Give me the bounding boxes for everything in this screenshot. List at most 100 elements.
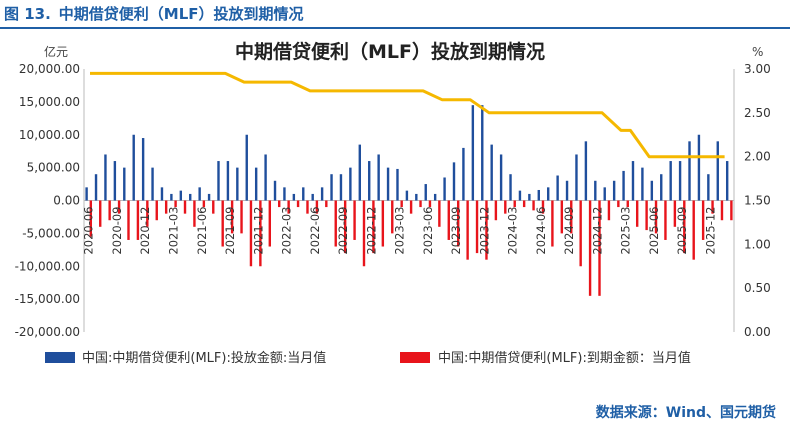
x-tick-label: 2020-09 — [110, 207, 124, 255]
bar-injection — [226, 161, 230, 201]
bar-injection — [518, 190, 522, 201]
bar-maturity — [108, 200, 111, 221]
bar-injection — [113, 161, 117, 201]
x-tick-label: 2024-12 — [590, 207, 604, 255]
bar-maturity — [419, 200, 422, 208]
right-tick-label: 2.50 — [744, 106, 771, 120]
bar-maturity — [579, 200, 582, 267]
bar-maturity — [136, 200, 140, 240]
bar-injection — [433, 193, 437, 201]
bar-injection — [556, 175, 559, 201]
right-tick-label: 1.50 — [744, 194, 771, 208]
bar-injection — [377, 154, 380, 201]
bar-maturity — [334, 200, 337, 247]
bar-maturity — [428, 200, 432, 208]
bar-injection — [207, 193, 211, 201]
bar-injection — [245, 134, 248, 201]
bar-maturity — [626, 200, 629, 208]
bar-injection — [339, 174, 343, 201]
bar-injection — [123, 167, 126, 201]
right-tick-label: 0.50 — [744, 281, 771, 295]
right-tick-label: 2.00 — [744, 150, 771, 164]
x-tick-label: 2024-03 — [506, 207, 520, 255]
legend-label-maturity: 中国:中期借贷便利(MLF):到期金额：当月值 — [438, 350, 691, 366]
x-tick-label: 2021-12 — [251, 207, 265, 255]
x-tick-label: 2025-03 — [619, 207, 633, 255]
bar-injection — [273, 180, 277, 201]
bar-maturity — [296, 200, 300, 208]
bar-maturity — [457, 200, 460, 247]
bar-maturity — [268, 200, 271, 247]
x-tick-label: 2021-06 — [195, 207, 209, 255]
bar-injection — [292, 193, 296, 201]
bar-injection — [151, 167, 154, 201]
bar-maturity — [212, 200, 215, 214]
bar-injection — [179, 190, 183, 201]
bar-injection — [650, 180, 654, 201]
bar-maturity — [494, 200, 498, 221]
bar-maturity — [607, 200, 611, 221]
bar-injection — [660, 174, 663, 201]
figure-heading-text: 中期借贷便利（MLF）投放到期情况 — [58, 5, 304, 23]
bar-maturity — [598, 200, 601, 296]
bar-injection — [603, 187, 606, 201]
bar-injection — [170, 193, 173, 201]
bar-injection — [594, 180, 597, 201]
bar-injection — [236, 167, 239, 201]
bar-injection — [405, 190, 409, 201]
bar-maturity — [278, 200, 281, 208]
right-tick-label: 3.00 — [744, 62, 771, 76]
bar-injection — [368, 161, 371, 201]
x-tick-label: 2023-09 — [449, 207, 463, 255]
bar-maturity — [99, 200, 102, 227]
bar-maturity — [372, 200, 375, 254]
bar-injection — [283, 187, 286, 201]
bar-injection — [311, 193, 314, 201]
bar-injection — [669, 161, 672, 201]
bar-injection — [330, 174, 333, 201]
bar-maturity — [202, 200, 206, 208]
x-tick-label: 2023-06 — [421, 207, 435, 255]
bar-injection — [302, 187, 305, 201]
bar-maturity — [551, 200, 554, 247]
right-axis-unit: % — [752, 45, 763, 59]
bar-maturity — [409, 200, 413, 214]
bar-maturity — [343, 200, 347, 254]
bar-maturity — [438, 200, 441, 227]
bar-injection — [94, 174, 98, 201]
bar-maturity — [230, 200, 234, 234]
bar-maturity — [673, 200, 677, 227]
bar-maturity — [692, 200, 695, 260]
left-tick-label: 20,000.00 — [19, 62, 80, 76]
bar-maturity — [155, 200, 158, 221]
left-tick-label: -15,000.00 — [15, 292, 80, 306]
right-tick-label: 1.00 — [744, 237, 771, 251]
x-tick-label: 2020-12 — [138, 207, 152, 255]
bar-maturity — [560, 200, 564, 234]
bar-maturity — [127, 200, 130, 240]
bar-injection — [85, 187, 88, 201]
bar-injection — [716, 141, 719, 201]
bar-maturity — [400, 200, 403, 208]
heading-rule — [0, 27, 790, 29]
bar-maturity — [720, 200, 724, 221]
bar-injection — [641, 167, 644, 201]
bar-maturity — [730, 200, 733, 221]
bar-maturity — [240, 200, 243, 234]
bar-maturity — [711, 200, 714, 214]
bar-maturity — [325, 200, 328, 208]
bar-maturity — [353, 200, 356, 240]
bar-injection — [490, 144, 493, 201]
bar-injection — [471, 105, 475, 201]
bar-injection — [612, 180, 616, 201]
bar-maturity — [146, 200, 149, 227]
bar-maturity — [617, 200, 620, 208]
x-tick-label: 2020-06 — [82, 207, 96, 255]
x-tick-label: 2022-03 — [280, 207, 294, 255]
x-tick-label: 2021-03 — [166, 207, 180, 255]
bar-injection — [725, 161, 729, 201]
source-note: 数据来源：Wind、国元期货 — [595, 405, 776, 421]
bar-injection — [424, 184, 427, 201]
left-axis-unit: 亿元 — [44, 44, 68, 59]
bar-injection — [386, 167, 390, 201]
